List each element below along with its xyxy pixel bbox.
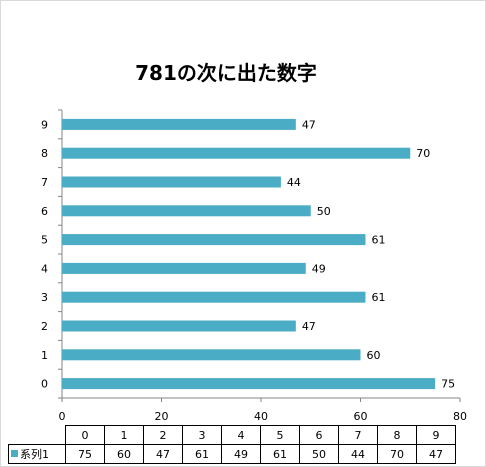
data-label-2: 47 bbox=[302, 320, 316, 333]
chart-title: 781の次に出た数字 bbox=[135, 61, 317, 85]
data-table-value-5: 61 bbox=[260, 444, 300, 464]
data-table-value-3: 61 bbox=[182, 444, 222, 464]
data-table-value-8: 70 bbox=[377, 444, 417, 464]
data-table-value-0: 75 bbox=[65, 444, 105, 464]
data-table-header-1: 1 bbox=[104, 425, 144, 445]
bar-3 bbox=[62, 291, 366, 303]
bar-5 bbox=[62, 234, 366, 246]
legend-series-name: 系列1 bbox=[20, 448, 49, 461]
y-tick-label-2: 2 bbox=[41, 320, 48, 333]
data-table-value-2: 47 bbox=[143, 444, 183, 464]
bar-1 bbox=[62, 349, 361, 361]
data-table-header-2: 2 bbox=[143, 425, 183, 445]
y-tick-label-5: 5 bbox=[41, 234, 48, 247]
y-tick-label-7: 7 bbox=[41, 176, 48, 189]
y-tick-label-3: 3 bbox=[41, 291, 48, 304]
data-label-6: 50 bbox=[317, 205, 331, 218]
data-label-3: 61 bbox=[371, 291, 385, 304]
data-table-value-1: 60 bbox=[104, 444, 144, 464]
bar-4 bbox=[62, 262, 306, 274]
data-label-0: 75 bbox=[441, 378, 455, 391]
y-tick-label-8: 8 bbox=[41, 147, 48, 160]
data-table-value-9: 47 bbox=[416, 444, 456, 464]
data-table-header-9: 9 bbox=[416, 425, 456, 445]
data-label-8: 70 bbox=[416, 147, 430, 160]
bar-2 bbox=[62, 320, 296, 332]
data-table-value-7: 44 bbox=[338, 444, 378, 464]
bar-8 bbox=[62, 147, 411, 159]
data-table-header-6: 6 bbox=[299, 425, 339, 445]
data-label-7: 44 bbox=[287, 176, 301, 189]
data-label-4: 49 bbox=[312, 262, 326, 275]
data-table-values-row: 系列1 75 60 47 61 49 61 50 44 70 47 bbox=[8, 444, 456, 464]
bar-7 bbox=[62, 176, 281, 188]
y-tick-label-1: 1 bbox=[41, 349, 48, 362]
data-table-corner bbox=[9, 426, 66, 445]
bar-6 bbox=[62, 205, 311, 217]
data-label-1: 60 bbox=[367, 349, 381, 362]
x-tick-label-20: 20 bbox=[155, 410, 169, 423]
y-tick-label-9: 9 bbox=[41, 118, 48, 131]
data-label-9: 47 bbox=[302, 118, 316, 131]
x-tick-label-60: 60 bbox=[354, 410, 368, 423]
y-tick-label-4: 4 bbox=[41, 262, 48, 275]
bar-9 bbox=[62, 118, 296, 130]
x-tick-label-0: 0 bbox=[59, 410, 66, 423]
data-table-header-5: 5 bbox=[260, 425, 300, 445]
data-table-header-8: 8 bbox=[377, 425, 417, 445]
y-tick-label-0: 0 bbox=[41, 378, 48, 391]
x-tick-label-40: 40 bbox=[254, 410, 268, 423]
bar-0 bbox=[62, 378, 436, 390]
data-label-5: 61 bbox=[371, 234, 385, 247]
data-table-series-cell: 系列1 bbox=[8, 444, 66, 464]
data-table-header-7: 7 bbox=[338, 425, 378, 445]
data-table-header-0: 0 bbox=[65, 425, 105, 445]
x-tick-label-80: 80 bbox=[453, 410, 467, 423]
data-table-value-4: 49 bbox=[221, 444, 261, 464]
data-table-value-6: 50 bbox=[299, 444, 339, 464]
y-tick-label-6: 6 bbox=[41, 205, 48, 218]
data-table-header-3: 3 bbox=[182, 425, 222, 445]
data-table-header-4: 4 bbox=[221, 425, 261, 445]
legend-swatch bbox=[11, 450, 18, 457]
